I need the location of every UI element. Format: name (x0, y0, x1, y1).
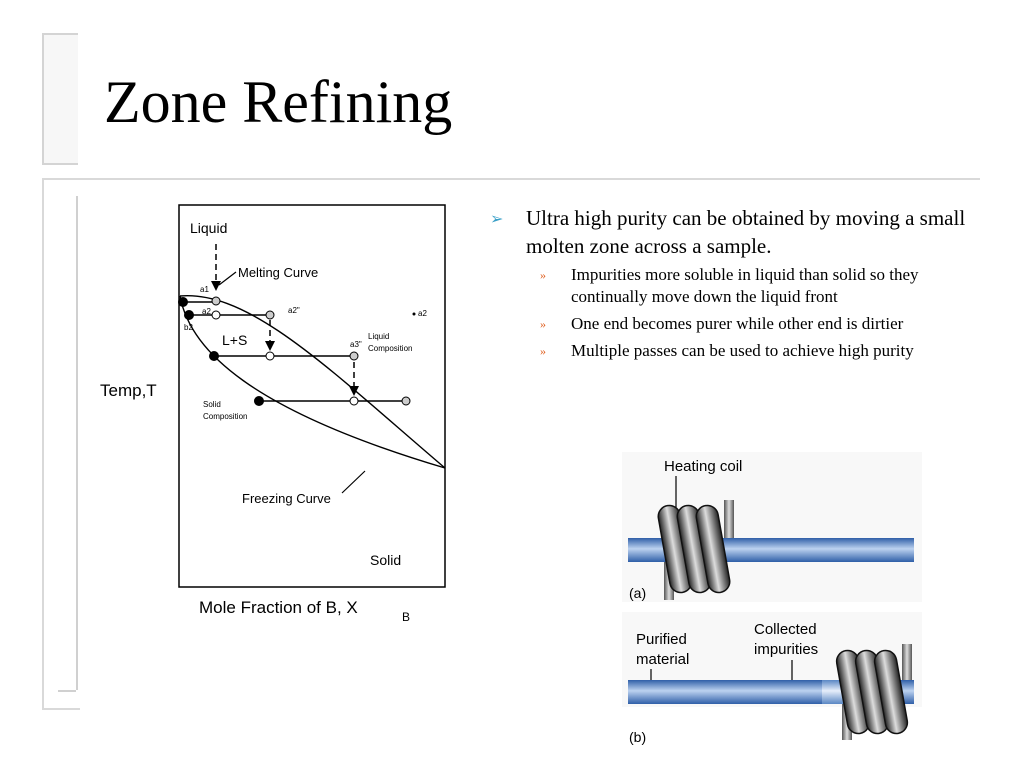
melting-curve-label: Melting Curve (238, 265, 318, 280)
sub-bullet-text: One end becomes purer while other end is… (571, 314, 904, 333)
solid-region-label: Solid (370, 552, 401, 568)
bullet-text: Ultra high purity can be obtained by mov… (526, 206, 966, 258)
slide-title: Zone Refining (104, 69, 453, 135)
melting-curve (179, 295, 446, 469)
phase-diagram: Liquid Melting Curve a1 a2 a2" a2 b2 L+S… (100, 204, 446, 624)
a1-label: a1 (200, 285, 209, 294)
point-a4pp (401, 396, 411, 406)
solid-composition-label-2: Composition (203, 412, 247, 421)
panel-b-label: (b) (629, 729, 646, 745)
coil-lead-right-b (902, 644, 912, 684)
double-chevron-bullet-icon: » (540, 344, 546, 358)
freezing-curve-pointer (341, 470, 366, 494)
panel-a-label: (a) (629, 585, 646, 601)
title-bracket-decoration (42, 33, 78, 165)
a2-right-label: a2 (418, 309, 427, 318)
point-a4 (349, 396, 359, 406)
sub-bullet-list: » Impurities more soluble in liquid than… (490, 264, 970, 362)
point-a2pp (265, 310, 275, 320)
freezing-curve-label: Freezing Curve (242, 491, 331, 506)
coil-lead-right (724, 500, 734, 540)
double-chevron-bullet-icon: » (540, 317, 546, 331)
sub-bullet-item: » Multiple passes can be used to achieve… (490, 340, 970, 362)
point-a3 (265, 351, 275, 361)
inner-frame-bottom (58, 690, 76, 692)
liquid-label: Liquid (190, 220, 227, 236)
temp-axis-label: Temp,T (100, 381, 157, 400)
point-b3 (209, 351, 219, 361)
point-b1 (178, 297, 188, 307)
sub-bullet-item: » Impurities more soluble in liquid than… (490, 264, 970, 308)
point-a2-right (412, 312, 416, 316)
collected-label-1: Collected (754, 621, 817, 638)
title-divider-line (42, 178, 980, 180)
a2pp-label: a2" (288, 306, 300, 315)
arrowhead-1 (211, 281, 221, 291)
double-chevron-bullet-icon: » (540, 268, 546, 282)
point-a3pp (349, 351, 359, 361)
solid-composition-label-1: Solid (203, 400, 221, 409)
liquid-composition-label-2: Composition (368, 344, 412, 353)
purified-label-1: Purified (636, 631, 687, 648)
melting-curve-pointer (218, 271, 237, 286)
heating-coil-a (657, 504, 731, 594)
sub-bullet-text: Impurities more soluble in liquid than s… (571, 265, 919, 306)
collected-label-2: impurities (754, 641, 818, 658)
zone-refining-figure: Heating coil (a) Purified material Colle… (622, 452, 922, 745)
sub-bullet-text: Multiple passes can be used to achieve h… (571, 341, 914, 360)
arrowhead-2 (265, 341, 275, 351)
purified-label-2: material (636, 651, 689, 668)
sub-bullet-item: » One end becomes purer while other end … (490, 313, 970, 335)
point-a2 (211, 310, 221, 320)
ls-region-label: L+S (222, 332, 247, 348)
a3pp-label: a3" (350, 340, 362, 349)
b2-label: b2 (184, 323, 193, 332)
heating-coil-label: Heating coil (664, 458, 742, 475)
arrowhead-3 (349, 386, 359, 396)
liquid-composition-label-1: Liquid (368, 332, 389, 341)
bullet-item: ➢ Ultra high purity can be obtained by m… (490, 204, 970, 260)
point-b4 (254, 396, 264, 406)
diagram-frame (178, 204, 446, 588)
x-axis-subscript: B (402, 610, 410, 624)
heating-coil-b (835, 649, 909, 735)
point-a1 (211, 296, 221, 306)
inner-frame-decoration (58, 196, 78, 690)
x-axis-label: Mole Fraction of B, X (199, 598, 358, 617)
bullet-list: ➢ Ultra high purity can be obtained by m… (490, 204, 970, 367)
point-b2 (184, 310, 194, 320)
a2-label: a2 (202, 307, 211, 316)
arrow-bullet-icon: ➢ (490, 211, 504, 228)
